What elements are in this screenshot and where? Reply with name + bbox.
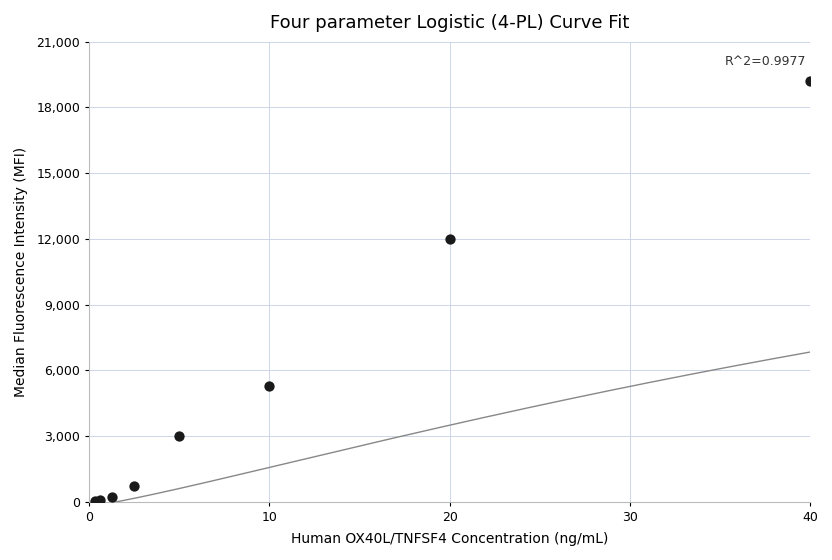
Point	[94, 496, 107, 505]
Text: R^2=0.9977: R^2=0.9977	[725, 55, 806, 68]
Point	[105, 493, 118, 502]
Point	[263, 381, 276, 390]
Y-axis label: Median Fluorescence Intensity (MFI): Median Fluorescence Intensity (MFI)	[14, 147, 28, 397]
X-axis label: Human OX40L/TNFSF4 Concentration (ng/mL): Human OX40L/TNFSF4 Concentration (ng/mL)	[291, 532, 608, 546]
Title: Four parameter Logistic (4-PL) Curve Fit: Four parameter Logistic (4-PL) Curve Fit	[270, 14, 629, 32]
Point	[804, 77, 817, 86]
Point	[127, 482, 141, 491]
Point	[172, 432, 186, 441]
Point	[443, 235, 456, 244]
Point	[88, 497, 102, 506]
